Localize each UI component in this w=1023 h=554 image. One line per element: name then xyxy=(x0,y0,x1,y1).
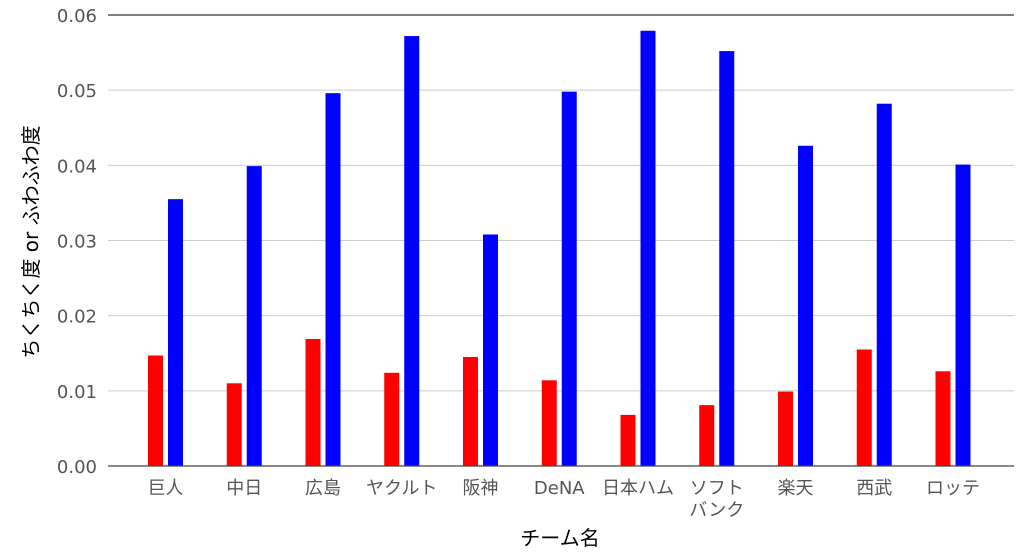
x-axis-label: チーム名 xyxy=(520,526,599,550)
bars xyxy=(148,30,971,467)
y-tick-label: 0.04 xyxy=(57,156,97,177)
y-tick-label: 0.06 xyxy=(57,6,97,27)
bar xyxy=(699,405,715,466)
y-axis-ticks: 0.00 0.01 0.02 0.03 0.04 0.05 0.06 xyxy=(57,6,97,478)
bar xyxy=(876,103,892,467)
bar xyxy=(226,383,242,466)
x-tick-label: 阪神 xyxy=(463,478,499,499)
bar xyxy=(541,380,557,466)
x-tick-label: 西武 xyxy=(856,478,892,499)
bar xyxy=(404,36,420,467)
x-tick-label: 中日 xyxy=(226,478,262,499)
x-tick-label: 日本ハム xyxy=(602,478,674,499)
y-tick-label: 0.05 xyxy=(57,81,97,102)
y-tick-label: 0.01 xyxy=(57,382,97,403)
y-tick-label: 0.03 xyxy=(57,232,97,253)
bar xyxy=(561,91,577,467)
bar xyxy=(384,372,400,466)
bar xyxy=(325,93,341,466)
x-tick-label: ソフトバンク xyxy=(689,478,744,521)
bar xyxy=(246,166,262,466)
x-axis-ticks: 巨人 中日 広島 ヤクルト 阪神 DeNA 日本ハム ソフトバンク 楽天 西武 ロッテ xyxy=(148,478,981,521)
bar xyxy=(168,199,183,467)
bar xyxy=(719,51,735,467)
bar xyxy=(778,391,793,466)
x-tick-label: ロッテ xyxy=(926,478,980,499)
x-tick-label: 巨人 xyxy=(148,478,184,499)
bar xyxy=(798,145,813,467)
x-tick-label: ヤクルト xyxy=(366,478,437,499)
bar xyxy=(640,30,656,466)
x-tick-label: 楽天 xyxy=(778,478,814,499)
bar xyxy=(148,355,163,466)
bar xyxy=(620,414,636,466)
x-tick-label: DeNA xyxy=(534,478,585,499)
bar xyxy=(463,357,478,466)
bar xyxy=(955,164,971,466)
bar xyxy=(935,371,951,466)
y-axis-label: ちくちく度 or ふわふわ度 xyxy=(19,125,43,358)
bar xyxy=(305,338,321,466)
bar xyxy=(856,349,872,466)
bar xyxy=(483,234,498,466)
y-tick-label: 0.02 xyxy=(57,307,97,328)
y-tick-label: 0.00 xyxy=(57,457,97,478)
x-tick-label: 広島 xyxy=(305,478,341,499)
